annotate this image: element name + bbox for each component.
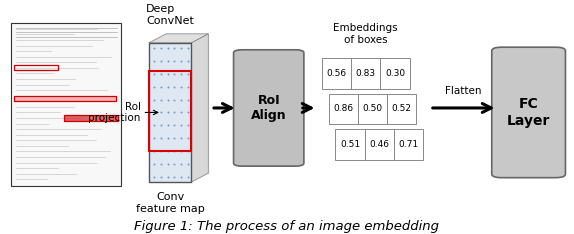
Text: Figure 1: The process of an image embedding: Figure 1: The process of an image embedd… — [134, 220, 440, 233]
Text: Flatten: Flatten — [445, 86, 482, 96]
Text: 0.83: 0.83 — [356, 69, 376, 78]
Text: FC
Layer: FC Layer — [507, 97, 550, 128]
Bar — [329, 94, 358, 124]
Text: 0.51: 0.51 — [340, 140, 360, 149]
Text: Conv
feature map: Conv feature map — [136, 192, 205, 214]
Text: RoI
Align: RoI Align — [251, 94, 286, 122]
Text: 0.52: 0.52 — [391, 104, 412, 113]
Text: Embeddings
of boxes: Embeddings of boxes — [333, 23, 398, 45]
Bar — [394, 129, 423, 160]
Bar — [14, 96, 116, 101]
Text: 0.30: 0.30 — [385, 69, 405, 78]
Text: 0.46: 0.46 — [369, 140, 389, 149]
Bar — [149, 71, 191, 151]
Text: RoI
projection: RoI projection — [88, 102, 141, 123]
Text: 0.86: 0.86 — [333, 104, 354, 113]
Bar — [64, 115, 118, 121]
Text: Deep
ConvNet: Deep ConvNet — [146, 4, 194, 26]
Bar — [166, 34, 208, 173]
Bar — [381, 58, 410, 89]
Bar — [14, 65, 58, 70]
Bar — [364, 129, 394, 160]
Bar — [322, 58, 351, 89]
Polygon shape — [149, 34, 208, 43]
Polygon shape — [191, 34, 208, 182]
Bar — [351, 58, 381, 89]
FancyBboxPatch shape — [234, 50, 304, 166]
Text: 0.71: 0.71 — [398, 140, 418, 149]
Bar — [335, 129, 364, 160]
Bar — [358, 94, 387, 124]
Bar — [11, 23, 121, 186]
Bar — [149, 43, 191, 182]
FancyBboxPatch shape — [492, 47, 565, 178]
Bar — [387, 94, 416, 124]
Text: 0.50: 0.50 — [362, 104, 382, 113]
Text: 0.56: 0.56 — [327, 69, 347, 78]
